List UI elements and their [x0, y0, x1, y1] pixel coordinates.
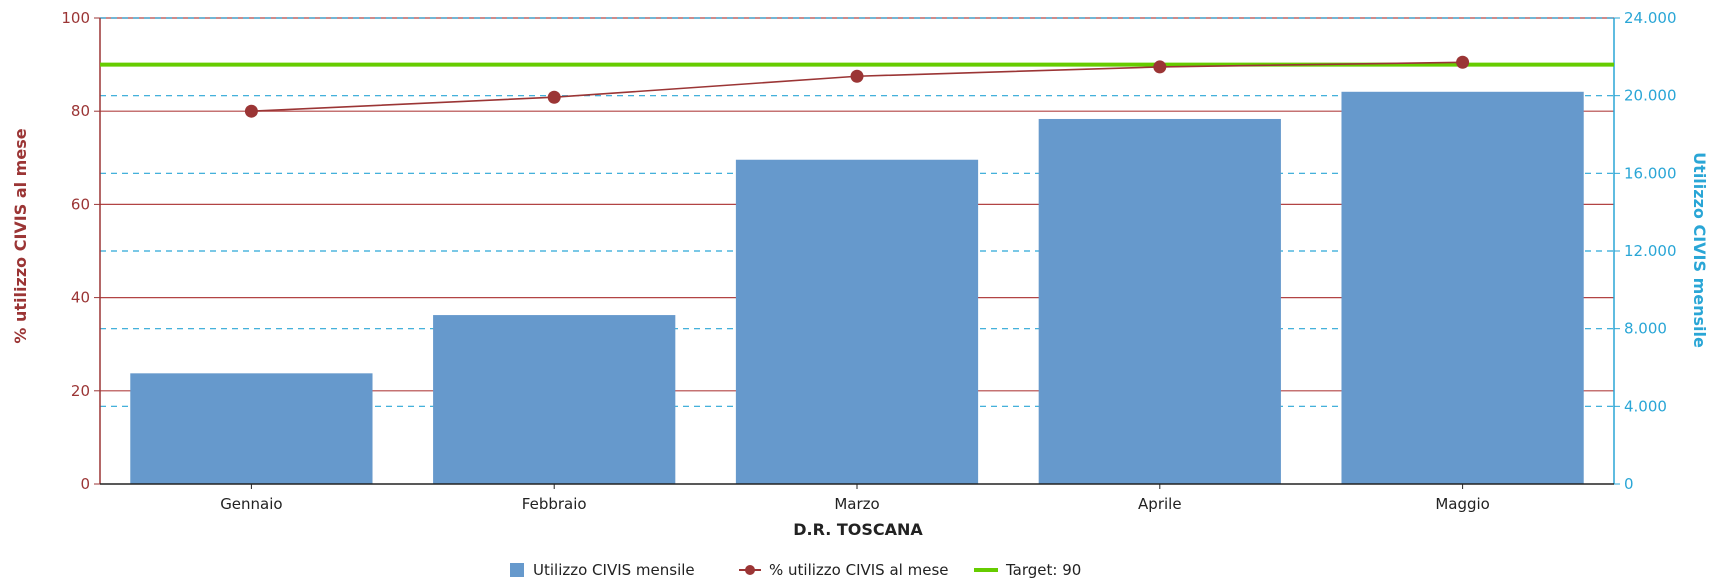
legend: Utilizzo CIVIS mensile % utilizzo CIVIS … — [510, 561, 1081, 579]
bar-marzo — [736, 160, 978, 484]
y-axis-left-label: % utilizzo CIVIS al mese — [11, 128, 30, 343]
x-tick-maggio: Maggio — [1435, 495, 1490, 513]
y-tick-right-4: 16.000 — [1624, 164, 1677, 182]
y-tick-left-2: 40 — [71, 289, 90, 307]
pct-line — [251, 62, 1462, 111]
legend-label-target: Target: 90 — [1005, 561, 1081, 579]
pct-point-gennaio — [245, 105, 258, 118]
bar-maggio — [1341, 92, 1583, 484]
bar-gennaio — [130, 373, 372, 484]
legend-label-line: % utilizzo CIVIS al mese — [769, 561, 949, 579]
legend-label-bars: Utilizzo CIVIS mensile — [533, 561, 695, 579]
y-tick-right-3: 12.000 — [1624, 242, 1677, 260]
y-tick-left-1: 20 — [71, 382, 90, 400]
x-tick-gennaio: Gennaio — [220, 495, 282, 513]
y-tick-left-0: 0 — [80, 475, 90, 493]
x-tick-marzo: Marzo — [834, 495, 879, 513]
pct-point-marzo — [851, 70, 864, 83]
y-tick-left-3: 60 — [71, 195, 90, 213]
bar-aprile — [1039, 119, 1281, 484]
y-tick-right-6: 24.000 — [1624, 9, 1677, 27]
y-tick-right-0: 0 — [1624, 475, 1634, 493]
legend-swatch-marker — [745, 565, 755, 575]
x-tick-febbraio: Febbraio — [522, 495, 587, 513]
y-tick-left-5: 100 — [61, 9, 90, 27]
bar-layer — [130, 92, 1583, 484]
x-axis-label: D.R. TOSCANA — [793, 520, 923, 539]
y-tick-right-5: 20.000 — [1624, 87, 1677, 105]
y-tick-right-2: 8.000 — [1624, 320, 1667, 338]
y-tick-left-4: 80 — [71, 102, 90, 120]
y-tick-right-1: 4.000 — [1624, 397, 1667, 415]
pct-point-maggio — [1456, 56, 1469, 69]
pct-point-aprile — [1153, 60, 1166, 73]
legend-swatch-bars — [510, 563, 524, 577]
pct-point-febbraio — [548, 91, 561, 104]
x-tick-aprile: Aprile — [1138, 495, 1182, 513]
bar-febbraio — [433, 315, 675, 484]
y-axis-right-label: Utilizzo CIVIS mensile — [1690, 152, 1709, 348]
